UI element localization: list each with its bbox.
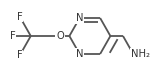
Text: N: N <box>76 49 83 59</box>
Text: F: F <box>17 12 23 22</box>
Text: N: N <box>76 13 83 23</box>
Text: O: O <box>56 31 64 41</box>
Text: F: F <box>17 50 23 60</box>
Text: NH₂: NH₂ <box>131 49 150 59</box>
Text: F: F <box>10 31 15 41</box>
